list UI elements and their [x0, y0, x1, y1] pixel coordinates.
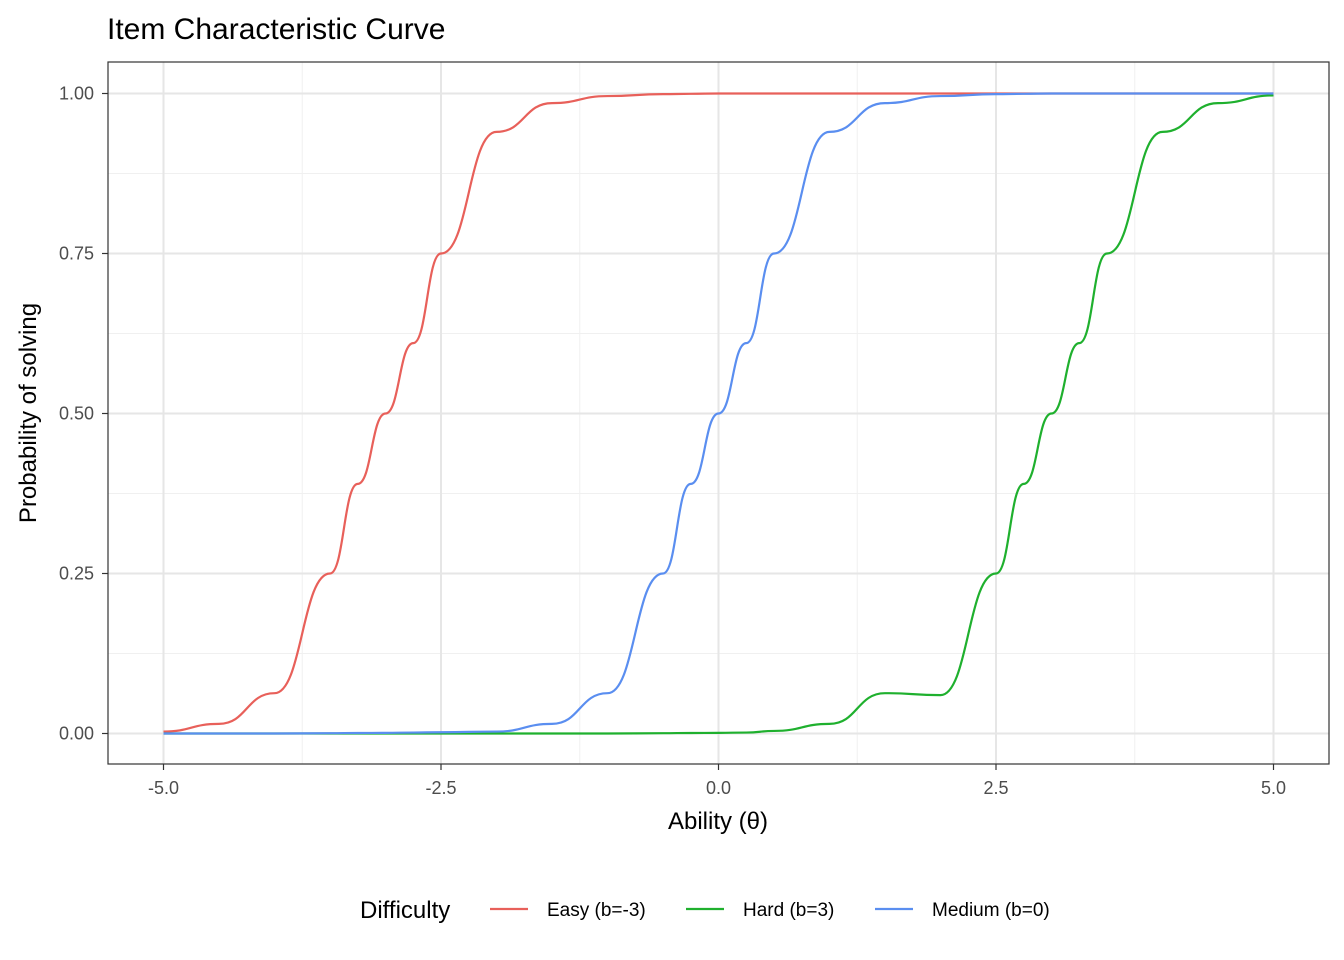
- legend-label-hard: Hard (b=3): [743, 900, 834, 921]
- y-tick-label: 0.50: [59, 404, 94, 424]
- y-tick-label: 1.00: [59, 84, 94, 104]
- y-tick-label: 0.25: [59, 564, 94, 584]
- x-axis-title: Ability (θ): [668, 808, 768, 835]
- y-tick-label: 0.75: [59, 244, 94, 264]
- x-tick-label: 2.5: [983, 778, 1008, 798]
- legend-title: Difficulty: [360, 897, 450, 924]
- legend-label-medium: Medium (b=0): [932, 900, 1050, 921]
- axis-ticks: -5.0 -2.5 0.0 2.5 5.0 0.00 0.25 0.50 0.75 1.00: [59, 84, 1286, 799]
- x-tick-label: 0.0: [706, 778, 731, 798]
- x-tick-label: 5.0: [1261, 778, 1286, 798]
- series-lines: [163, 92, 1274, 735]
- series-line-medium: [163, 92, 1274, 735]
- x-tick-label: -2.5: [425, 778, 456, 798]
- y-axis-title: Probability of solving: [15, 303, 42, 523]
- legend-label-easy: Easy (b=-3): [547, 900, 646, 921]
- y-tick-label: 0.00: [59, 724, 94, 744]
- x-tick-label: -5.0: [148, 778, 179, 798]
- chart-title: Item Characteristic Curve: [107, 13, 445, 46]
- legend: Difficulty Easy (b=-3) Hard (b=3) Medium (…: [360, 897, 1050, 924]
